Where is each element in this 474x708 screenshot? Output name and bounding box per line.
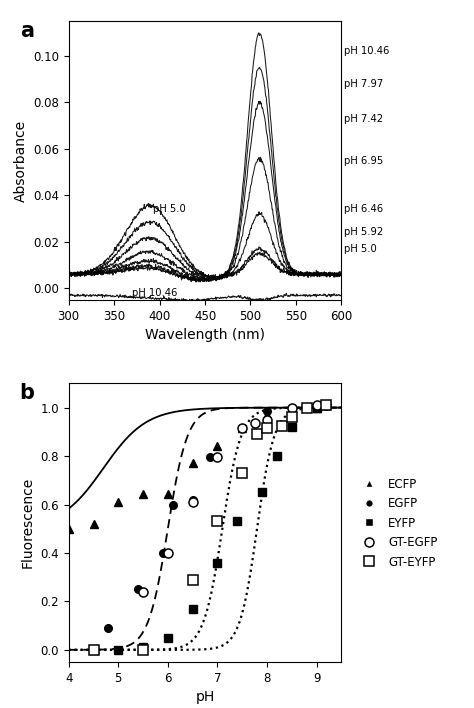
Text: pH 7.42: pH 7.42 bbox=[344, 114, 383, 124]
Text: pH 5.92: pH 5.92 bbox=[344, 227, 383, 237]
Text: pH 7.97: pH 7.97 bbox=[344, 79, 383, 89]
X-axis label: pH: pH bbox=[195, 690, 215, 704]
Text: pH 6.95: pH 6.95 bbox=[344, 156, 383, 166]
Text: pH 5.0: pH 5.0 bbox=[344, 244, 377, 253]
Text: pH 10.46: pH 10.46 bbox=[344, 47, 389, 57]
Text: a: a bbox=[19, 21, 34, 41]
Text: pH 6.46: pH 6.46 bbox=[344, 205, 383, 215]
X-axis label: Wavelength (nm): Wavelength (nm) bbox=[145, 328, 265, 342]
Text: b: b bbox=[19, 384, 35, 404]
Y-axis label: Fluorescence: Fluorescence bbox=[21, 477, 35, 569]
Text: pH 5.0: pH 5.0 bbox=[153, 204, 186, 214]
Legend: ECFP, EGFP, EYFP, GT-EGFP, GT-EYFP: ECFP, EGFP, EYFP, GT-EGFP, GT-EYFP bbox=[353, 473, 442, 573]
Text: pH 10.46: pH 10.46 bbox=[132, 288, 178, 298]
Y-axis label: Absorbance: Absorbance bbox=[13, 120, 27, 202]
